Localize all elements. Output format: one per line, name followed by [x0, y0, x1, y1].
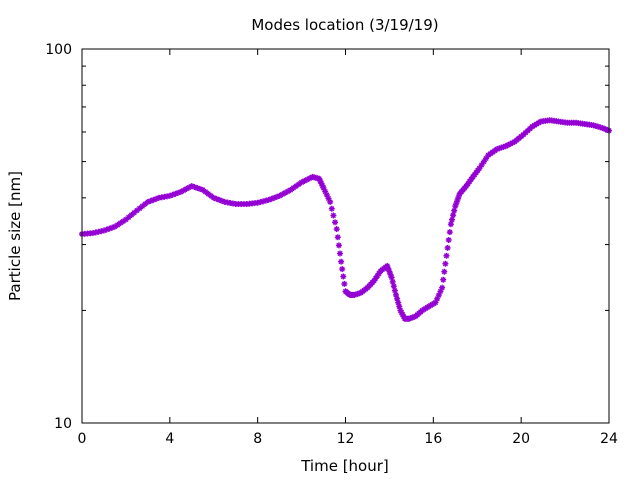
data-point [448, 216, 455, 223]
data-point [445, 236, 452, 243]
data-point [328, 205, 335, 212]
data-point [391, 287, 398, 294]
axis-ticks: 0 4 8 12 16 20 24 10 100 [45, 42, 618, 447]
data-point [216, 196, 223, 203]
data-point [447, 221, 454, 228]
data-point [480, 158, 487, 165]
data-point [332, 219, 339, 226]
data-point [444, 244, 451, 251]
x-tick-label: 24 [600, 431, 618, 447]
data-point [338, 258, 345, 265]
x-tick-label: 12 [337, 431, 355, 447]
data-point [337, 250, 344, 257]
data-point [333, 226, 340, 233]
plot-frame [81, 48, 610, 424]
y-tick-label: 100 [45, 42, 72, 58]
data-point [339, 266, 346, 273]
data-points [79, 117, 612, 322]
chart-title: Modes location (3/19/19) [251, 16, 438, 34]
x-tick-label: 20 [512, 431, 530, 447]
x-tick-label: 8 [253, 431, 262, 447]
data-point [451, 207, 458, 214]
data-point [441, 268, 448, 275]
y-tick-label: 10 [54, 416, 72, 432]
data-point [390, 283, 397, 290]
data-point [335, 242, 342, 249]
x-axis-label: Time [hour] [300, 457, 389, 475]
data-point [450, 212, 457, 219]
x-tick-label: 0 [78, 431, 87, 447]
data-point [340, 273, 347, 280]
data-point [442, 260, 449, 267]
data-point [334, 234, 341, 241]
x-tick-label: 4 [165, 431, 174, 447]
data-point [327, 198, 334, 205]
data-point [446, 229, 453, 236]
x-tick-label: 16 [424, 431, 442, 447]
data-point [396, 303, 403, 310]
data-point [440, 276, 447, 283]
y-axis-label: Particle size [nm] [6, 171, 24, 301]
data-point [443, 252, 450, 259]
data-point [439, 284, 446, 291]
data-point [341, 280, 348, 287]
data-point [389, 278, 396, 285]
data-point [330, 212, 337, 219]
